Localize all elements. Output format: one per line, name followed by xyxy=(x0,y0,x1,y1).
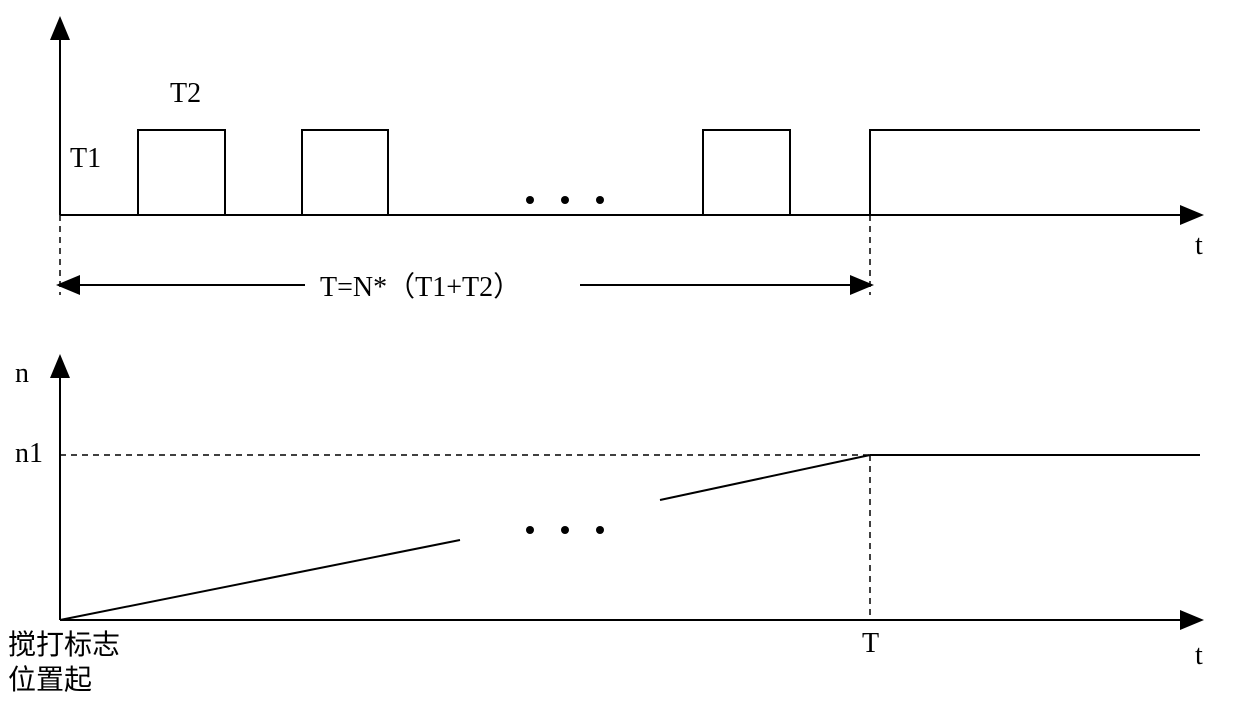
ellipsis-dot xyxy=(596,196,604,204)
label-t2: T2 xyxy=(170,78,201,110)
ellipsis-dot xyxy=(526,196,534,204)
pulse-train xyxy=(60,130,1200,215)
ellipsis-dot xyxy=(561,526,569,534)
ramp-seg-2 xyxy=(660,455,870,500)
origin-label: 搅打标志 位置起 xyxy=(8,628,120,698)
ellipsis-dot xyxy=(561,196,569,204)
dimension-label: T=N*（T1+T2） xyxy=(320,265,521,305)
label-big-t: T xyxy=(862,628,879,660)
axis-label-n: n xyxy=(15,358,29,390)
label-n1: n1 xyxy=(15,438,43,470)
top-axis-label-t: t xyxy=(1195,230,1203,262)
timing-diagram: T1 T2 t T=N*（T1+T2） n n1 T t 搅打标志 位置起 xyxy=(0,0,1240,718)
label-t1: T1 xyxy=(70,143,101,175)
bottom-axis-label-t: t xyxy=(1195,640,1203,672)
origin-label-line1: 搅打标志 xyxy=(8,628,120,663)
ellipsis-dot xyxy=(526,526,534,534)
origin-label-line2: 位置起 xyxy=(8,663,120,698)
ellipsis-dot xyxy=(596,526,604,534)
ramp-seg-1 xyxy=(60,540,460,620)
